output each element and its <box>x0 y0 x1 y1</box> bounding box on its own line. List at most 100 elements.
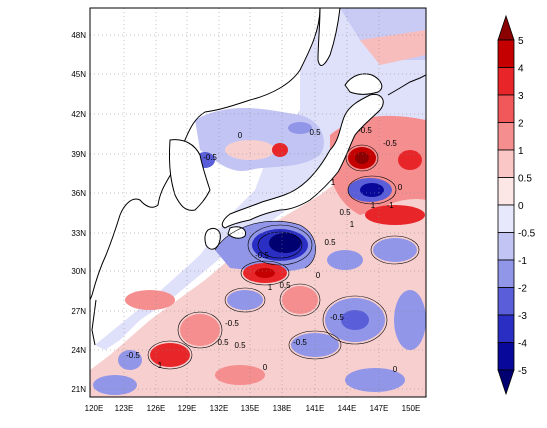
colorbar-segment <box>497 204 515 233</box>
contour-label: 0.5 <box>324 238 336 247</box>
latitude-labels: 48N 45N 42N 39N 36N 33N 30N 27N 24N 21N <box>71 31 86 394</box>
contour-label: 0.5 <box>279 281 291 290</box>
colorbar-label: -0.5 <box>518 229 536 240</box>
lon-label: 141E <box>306 404 325 413</box>
ocean-blue-base <box>95 8 426 350</box>
japan-sea-blue-spot-2 <box>288 122 312 134</box>
eddy-pink-1 <box>282 286 318 314</box>
lon-label: 144E <box>338 404 357 413</box>
colorbar-top-arrow <box>497 14 515 41</box>
colorbar-label: -4 <box>518 339 527 350</box>
contour-label: -0.5 <box>225 319 239 328</box>
eddy-blue-8 <box>93 375 137 395</box>
lat-label: 39N <box>71 150 86 159</box>
lon-label: 150E <box>402 404 421 413</box>
japan-sea-red-spot <box>272 143 288 157</box>
colorbar-segment <box>497 67 515 96</box>
lat-label: 48N <box>71 31 86 40</box>
contour-label: -0.5 <box>330 313 344 322</box>
kuroshio-red-south <box>365 205 425 225</box>
contour-label: -0.5 <box>383 139 397 148</box>
colorbar-segment <box>497 39 515 68</box>
kyushu <box>204 227 221 250</box>
colorbar-segment <box>497 94 515 123</box>
eddy-pink-3 <box>215 365 265 385</box>
colorbar-segment <box>497 149 515 178</box>
eddy-blue-1 <box>327 250 363 270</box>
lon-label: 132E <box>210 404 229 413</box>
colorbar-label: 0.5 <box>518 174 532 185</box>
japan-sea-pink <box>225 140 275 160</box>
south-japan-blue-center <box>269 233 301 253</box>
contour-label: 1 <box>350 220 355 229</box>
okhotsk-pink <box>360 30 426 65</box>
contour-lines <box>147 144 420 370</box>
colorbar-label: 3 <box>518 91 524 102</box>
longitude-labels: 120E 123E 126E 129E 132E 135E 138E 141E 144E 147E… <box>85 404 421 413</box>
colorbar-bottom-arrow <box>497 369 515 396</box>
lon-label: 120E <box>85 404 104 413</box>
eddy-blue-4 <box>227 290 263 310</box>
colorbar-label: -1 <box>518 256 527 267</box>
contour-label: 0 <box>393 365 398 374</box>
contour-label: 1 <box>371 201 376 210</box>
contour-label-group: 0 -0.5 0.5 1 -1 0 0.5 -0.5 1 0 -0.5 0.5 1 -0.5 0.5 1 -0.… <box>126 126 403 374</box>
eddy-pink-2 <box>180 314 220 346</box>
eddy-red-1 <box>150 343 190 367</box>
colorbar-label: -5 <box>518 366 527 377</box>
lat-label: 27N <box>71 307 86 316</box>
shikoku <box>227 226 247 239</box>
lon-label: 126E <box>147 404 166 413</box>
lon-label: 147E <box>370 404 389 413</box>
kuroshio-red-center <box>355 152 369 164</box>
contour-label: 0 <box>263 363 268 372</box>
colorbar-segment <box>497 259 515 288</box>
contour-label: 0.5 <box>309 128 321 137</box>
colorbar-label: 4 <box>518 64 524 75</box>
eddy-blue-9 <box>345 368 405 392</box>
contour-label: -0.5 <box>203 153 217 162</box>
eddy-blue-2 <box>373 238 417 262</box>
lon-label: 123E <box>115 404 134 413</box>
lat-label: 30N <box>71 267 86 276</box>
colorbar-segment <box>497 122 515 151</box>
contour-label: -0.5 <box>293 338 307 347</box>
lon-label: 135E <box>241 404 260 413</box>
colorbar-label: -2 <box>518 284 527 295</box>
contour-label: 0 <box>238 131 243 140</box>
contour-label: -0.5 <box>255 251 269 260</box>
anomaly-field <box>90 8 426 397</box>
honshu <box>221 93 384 229</box>
hokkaido <box>344 73 383 95</box>
eddy-pink-4 <box>125 290 175 310</box>
colorbar-label: 5 <box>518 36 524 47</box>
contour-label: 0 <box>316 271 321 280</box>
colorbar-segment <box>497 232 515 261</box>
taiwan-coast <box>91 299 97 346</box>
contour-label: -1 <box>386 201 394 210</box>
kuril-islands <box>387 74 426 96</box>
lat-label: 42N <box>71 110 86 119</box>
contour-label: 0.5 <box>339 208 351 217</box>
kuroshio-blue-core <box>360 183 384 197</box>
ocean-pink-base <box>90 8 426 397</box>
colorbar-segment <box>497 287 515 316</box>
eddy-blue-3-core <box>341 310 369 330</box>
contour-label: -0.5 <box>126 351 140 360</box>
contour-label: 0.5 <box>234 341 246 350</box>
colorbar-label: 1 <box>518 146 524 157</box>
korean-peninsula <box>169 139 211 211</box>
lat-label: 24N <box>71 346 86 355</box>
colorbar-segment <box>497 177 515 206</box>
lat-label: 21N <box>71 385 86 394</box>
south-japan-red-core <box>255 268 275 278</box>
kuroshio-red-east <box>398 150 422 170</box>
eddy-blue-6 <box>394 290 426 350</box>
colorbar-label: 0 <box>518 201 524 212</box>
lat-label: 33N <box>71 229 86 238</box>
colorbar-segment <box>497 314 515 343</box>
contour-label: 1 <box>268 283 273 292</box>
contour-label: 1 <box>331 178 336 187</box>
contour-label: 1 <box>158 361 163 370</box>
